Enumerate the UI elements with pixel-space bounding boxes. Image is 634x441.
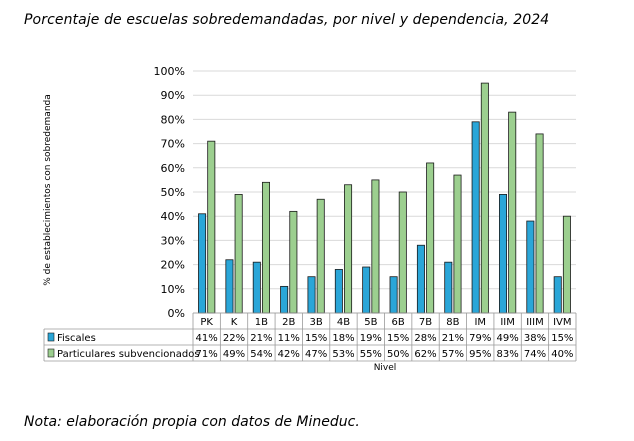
bar-fiscales-7B [416, 244, 425, 314]
y-tick-label: 90% [161, 89, 185, 102]
data-label: 83% [496, 349, 518, 360]
bar-fiscales-5B [362, 266, 371, 314]
x-tick-label: 6B [392, 317, 405, 328]
data-label: 18% [332, 333, 354, 344]
y-tick-label: 60% [161, 162, 185, 175]
y-tick-label: 50% [161, 186, 185, 199]
y-tick-label: 70% [161, 138, 185, 151]
bar-fiscales-IIIM [526, 220, 535, 314]
y-tick-label: 30% [161, 234, 185, 247]
y-tick-label: 40% [161, 210, 185, 223]
data-label: 79% [469, 333, 491, 344]
bar-particulares-IIM [508, 111, 517, 314]
bar-particulares-8B [453, 174, 462, 314]
y-tick-label: 10% [161, 283, 185, 296]
bar-fiscales-4B [334, 269, 343, 314]
data-label: 50% [387, 349, 409, 360]
data-label: 62% [414, 349, 436, 360]
x-tick-label: IIIM [526, 317, 543, 328]
bar-particulares-1B [261, 181, 270, 314]
x-tick-label: 4B [337, 317, 350, 328]
x-tick-label: 8B [446, 317, 459, 328]
x-tick-label: 1B [255, 317, 268, 328]
data-label: 19% [360, 333, 382, 344]
x-tick-label: K [231, 317, 238, 328]
x-tick-label: IM [474, 317, 486, 328]
x-tick-label: 7B [419, 317, 432, 328]
data-label: 40% [551, 349, 573, 360]
data-label: 54% [250, 349, 272, 360]
data-label: 15% [305, 333, 327, 344]
bar-particulares-5B [371, 179, 380, 314]
bar-fiscales-IVM [553, 276, 562, 314]
x-axis-label: Nivel [374, 363, 397, 373]
bar-particulares-4B [344, 184, 353, 314]
data-label: 49% [223, 349, 245, 360]
x-tick-label: IIM [500, 317, 515, 328]
y-tick-label: 80% [161, 113, 185, 126]
bar-particulares-6B [398, 191, 407, 314]
y-tick-labels: 0% 10% 20% 30% 40% 50% 60% 70% 80% 90% 100% [154, 65, 185, 320]
data-label: 55% [360, 349, 382, 360]
x-tick-label: PK [200, 317, 213, 328]
y-tick-label: 20% [161, 259, 185, 272]
y-axis-label: % de establecimientos con sobredemanda [43, 94, 53, 286]
data-label: 95% [469, 349, 491, 360]
legend-entry: Particulares subvencionados [57, 349, 200, 360]
data-label: 15% [551, 333, 573, 344]
data-label: 47% [305, 349, 327, 360]
data-label: 49% [496, 333, 518, 344]
data-label: 15% [387, 333, 409, 344]
data-label: 57% [442, 349, 464, 360]
chart-title: Porcentaje de escuelas sobredemandadas, … [24, 12, 550, 28]
bar-particulares-PK [207, 140, 216, 314]
bar-particulares-IIIM [535, 133, 544, 314]
x-tick-label: 2B [282, 317, 295, 328]
x-tick-label: IVM [553, 317, 571, 328]
source-note: Nota: elaboración propia con datos de Mi… [24, 414, 360, 430]
bar-fiscales-2B [280, 285, 289, 314]
x-tick-label: 3B [309, 317, 322, 328]
y-tick-label: 0% [168, 307, 185, 320]
bar-fiscales-PK [198, 213, 207, 314]
data-label: 38% [524, 333, 546, 344]
bars [198, 82, 571, 314]
bar-fiscales-IM [471, 121, 480, 314]
data-label: 21% [250, 333, 272, 344]
data-label: 41% [196, 333, 218, 344]
x-tick-label: 5B [364, 317, 377, 328]
data-label: 74% [524, 349, 546, 360]
bar-fiscales-IIM [499, 194, 508, 314]
bar-particulares-IVM [562, 215, 571, 314]
y-gridlines [193, 70, 576, 314]
bar-particulares-IM [480, 82, 489, 314]
bar-fiscales-3B [307, 276, 316, 314]
data-table: PK K 1B 2B 3B 4B 5B 6B 7B 8B IM IIM IIIM IVM Fiscales 4… [43, 312, 577, 362]
legend-swatch [47, 348, 55, 358]
bar-fiscales-K [225, 259, 234, 314]
data-label: 22% [223, 333, 245, 344]
bar-particulares-2B [289, 210, 298, 314]
data-label: 11% [278, 333, 300, 344]
data-label: 21% [442, 333, 464, 344]
legend-swatch [47, 332, 55, 342]
data-label: 42% [278, 349, 300, 360]
bar-fiscales-1B [252, 261, 261, 314]
bar-fiscales-8B [444, 261, 453, 314]
data-label: 71% [196, 349, 218, 360]
bar-particulares-K [234, 194, 243, 314]
legend-entry: Fiscales [57, 333, 96, 344]
data-label: 53% [332, 349, 354, 360]
data-label: 28% [414, 333, 436, 344]
bar-particulares-7B [426, 162, 435, 314]
bar-fiscales-6B [389, 276, 398, 314]
y-tick-label: 100% [154, 65, 185, 78]
bar-particulares-3B [316, 198, 325, 314]
